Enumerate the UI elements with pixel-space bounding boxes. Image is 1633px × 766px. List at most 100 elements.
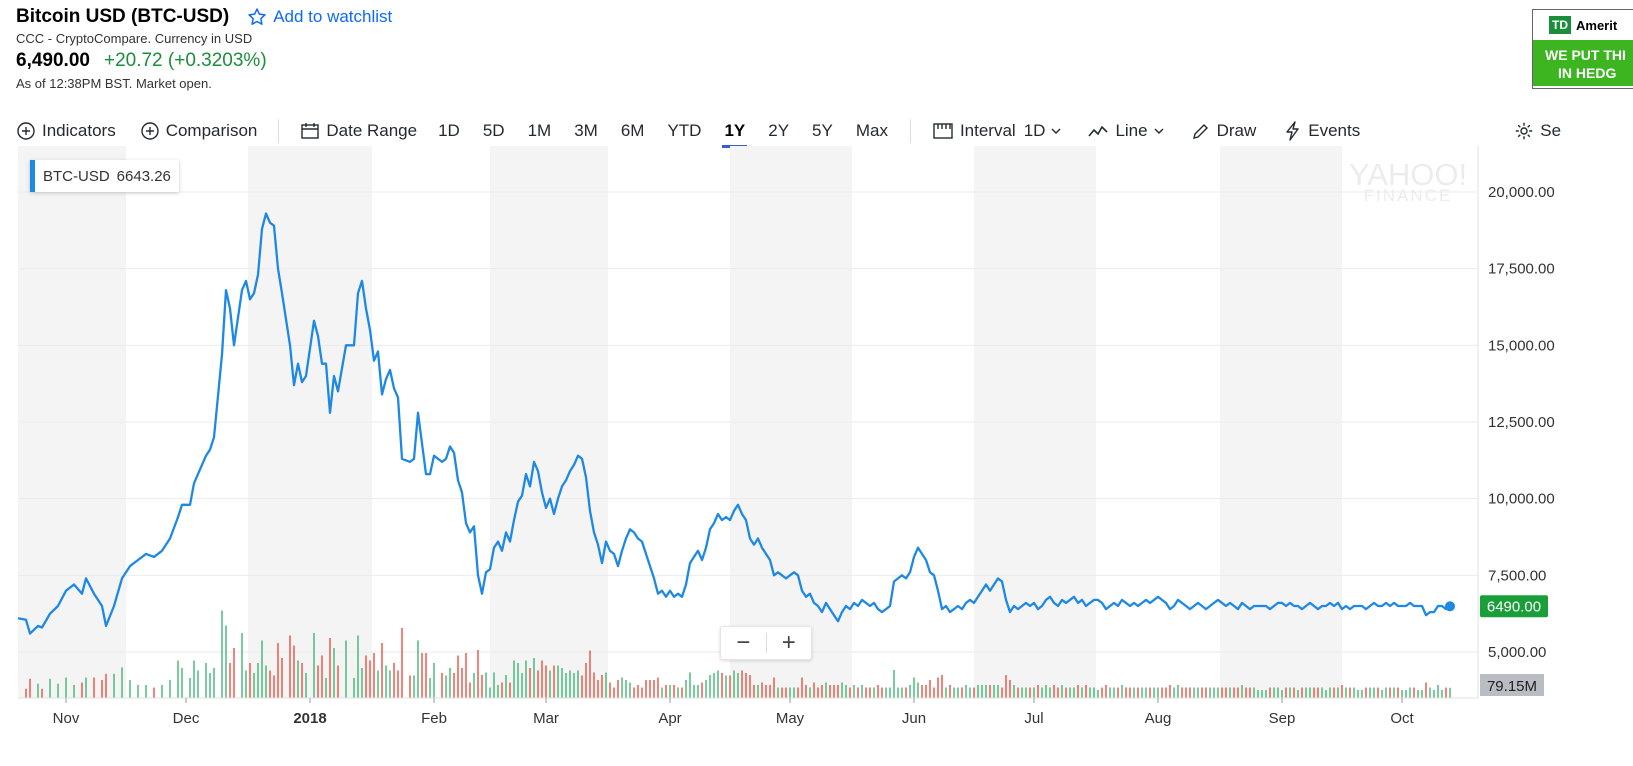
draw-button[interactable]: Draw bbox=[1191, 121, 1256, 141]
x-tick-label: Jun bbox=[902, 710, 926, 727]
volume-bar bbox=[337, 665, 339, 698]
zoom-in-button[interactable]: + bbox=[781, 629, 796, 656]
volume-bar bbox=[273, 675, 275, 698]
volume-bar bbox=[1353, 687, 1355, 698]
range-5d[interactable]: 5D bbox=[482, 121, 505, 140]
yahoo-finance-watermark: YAHOO! FINANCE bbox=[1349, 157, 1467, 205]
volume-bar bbox=[1057, 687, 1059, 698]
add-to-watchlist-button[interactable]: Add to watchlist bbox=[247, 7, 392, 27]
volume-bar bbox=[709, 675, 711, 698]
interval-button[interactable]: Interval 1D bbox=[932, 121, 1061, 141]
volume-bar bbox=[1053, 685, 1055, 698]
indicators-button[interactable]: Indicators bbox=[16, 121, 116, 141]
y-tick-label: 12,500.00 bbox=[1488, 414, 1555, 431]
range-ytd[interactable]: YTD bbox=[667, 121, 702, 140]
volume-bar bbox=[873, 687, 875, 698]
volume-bar bbox=[1389, 687, 1391, 698]
volume-bar bbox=[517, 663, 519, 698]
range-6m[interactable]: 6M bbox=[620, 121, 645, 140]
volume-bar bbox=[701, 682, 703, 698]
price-chart[interactable]: YAHOO! FINANCE 20,000.00 17,500.00 15,000.… bbox=[0, 146, 1633, 766]
volume-bar bbox=[937, 677, 939, 698]
range-1y[interactable]: 1Y bbox=[722, 121, 748, 148]
volume-bar bbox=[429, 678, 431, 698]
volume-bar bbox=[485, 672, 487, 698]
volume-bar bbox=[1313, 687, 1315, 698]
date-range-button[interactable]: Date Range bbox=[300, 121, 417, 141]
volume-bar bbox=[1089, 687, 1091, 698]
chart-toolbar: Indicators Comparison Date Range 1D 5D 1… bbox=[16, 114, 1633, 148]
settings-button[interactable]: Se bbox=[1514, 121, 1561, 141]
range-3m[interactable]: 3M bbox=[574, 121, 598, 140]
range-max[interactable]: Max bbox=[855, 121, 888, 140]
legend-tag[interactable]: BTC-USD 6643.26 bbox=[30, 160, 179, 192]
chart-type-button[interactable]: Line bbox=[1087, 121, 1164, 141]
volume-bar bbox=[965, 685, 967, 698]
volume-bar bbox=[169, 680, 171, 698]
volume-bar bbox=[685, 680, 687, 698]
range-1d[interactable]: 1D bbox=[438, 121, 460, 140]
volume-bar bbox=[105, 673, 107, 698]
volume-bar bbox=[821, 685, 823, 698]
volume-bar bbox=[1097, 690, 1099, 698]
volume-bar bbox=[233, 648, 235, 698]
volume-bar bbox=[253, 673, 255, 698]
volume-bar bbox=[85, 677, 87, 698]
range-5y[interactable]: 5Y bbox=[812, 121, 833, 140]
volume-bar bbox=[593, 672, 595, 698]
volume-bar bbox=[909, 685, 911, 698]
volume-bar bbox=[925, 685, 927, 698]
volume-bar bbox=[869, 687, 871, 698]
volume-bar bbox=[553, 665, 555, 698]
volume-bar bbox=[481, 675, 483, 698]
volume-bar bbox=[1173, 687, 1175, 698]
volume-bar bbox=[1181, 687, 1183, 698]
advertisement[interactable]: TD Amerit WE PUT THI IN HEDG bbox=[1532, 9, 1633, 89]
volume-bar bbox=[1293, 687, 1295, 698]
volume-bar bbox=[1305, 687, 1307, 698]
volume-bar bbox=[1157, 687, 1159, 698]
range-2y[interactable]: 2Y bbox=[768, 121, 790, 140]
volume-bar bbox=[229, 663, 231, 698]
volume-bar bbox=[1033, 687, 1035, 698]
legend-symbol: BTC-USD bbox=[43, 167, 110, 185]
volume-bar bbox=[1221, 687, 1223, 698]
settings-label: Se bbox=[1540, 121, 1562, 140]
volume-bar bbox=[145, 685, 147, 698]
interval-icon bbox=[933, 123, 953, 139]
volume-bar bbox=[637, 685, 639, 698]
comparison-button[interactable]: Comparison bbox=[140, 121, 257, 141]
x-tick-label: 2018 bbox=[293, 710, 326, 727]
volume-bar bbox=[753, 685, 755, 698]
volume-bar bbox=[1245, 687, 1247, 698]
volume-bar bbox=[997, 685, 999, 698]
y-tick-label: 15,000.00 bbox=[1488, 337, 1555, 354]
volume-bar bbox=[629, 682, 631, 698]
x-tick-label: Dec bbox=[173, 710, 200, 727]
volume-bar bbox=[1265, 690, 1267, 698]
volume-bar bbox=[993, 685, 995, 698]
events-button[interactable]: Events bbox=[1284, 121, 1360, 141]
volume-bar bbox=[677, 687, 679, 698]
volume-bar bbox=[197, 670, 199, 698]
volume-bar bbox=[325, 678, 327, 698]
volume-bar bbox=[373, 653, 375, 698]
volume-bar bbox=[277, 643, 279, 698]
volume-tag: 79.15M bbox=[1480, 674, 1544, 696]
volume-bar bbox=[1257, 690, 1259, 698]
y-tick-label: 5,000.00 bbox=[1488, 644, 1546, 661]
volume-bar bbox=[773, 677, 775, 698]
volume-bar bbox=[1125, 687, 1127, 698]
toolbar-divider bbox=[278, 119, 280, 143]
last-price-tag: 6490.00 bbox=[1480, 595, 1548, 618]
plus-circle-icon bbox=[17, 122, 35, 140]
zoom-out-button[interactable]: − bbox=[736, 629, 751, 656]
volume-bar bbox=[761, 682, 763, 698]
volume-bar bbox=[1049, 687, 1051, 698]
volume-bar bbox=[1149, 687, 1151, 698]
volume-bar bbox=[381, 643, 383, 698]
volume-bar bbox=[1381, 690, 1383, 698]
range-1m[interactable]: 1M bbox=[527, 121, 552, 140]
last-price-dot bbox=[1445, 601, 1455, 612]
volume-bar bbox=[1205, 687, 1207, 698]
